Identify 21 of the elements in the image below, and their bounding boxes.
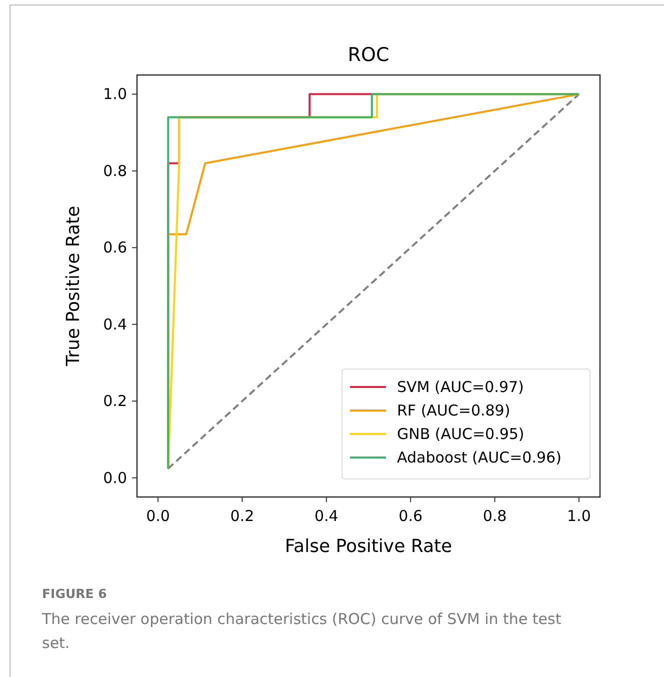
- x-axis-title: False Positive Rate: [284, 536, 452, 557]
- x-tick-label: 0.8: [482, 507, 507, 525]
- x-tick-label: 0.2: [230, 507, 254, 525]
- x-tick-label: 1.0: [567, 507, 591, 525]
- text: The receiver operation characteristics (ROC) curve of SVM in the test set.: [41, 610, 562, 652]
- y-axis-title: True Positive Rate: [63, 206, 84, 368]
- x-tick-label: 0.0: [146, 507, 170, 525]
- chart-title: ROC: [348, 44, 390, 66]
- legend-label: GNB (AUC=0.95): [397, 425, 524, 443]
- legend-label: Adaboost (AUC=0.96): [397, 448, 562, 466]
- legend-label: RF (AUC=0.89): [397, 402, 510, 420]
- x-tick-label: 0.4: [314, 507, 338, 525]
- legend-label: SVM (AUC=0.97): [397, 378, 524, 396]
- y-tick-label: 1.0: [103, 85, 127, 104]
- y-tick-label: 0.6: [103, 238, 127, 257]
- y-tick-label: 0.2: [103, 392, 127, 410]
- y-tick-label: 0.0: [103, 468, 127, 487]
- y-tick-label: 0.4: [103, 315, 127, 334]
- y-tick-label: 0.8: [103, 162, 127, 180]
- caption: FIGURE 6: [42, 586, 108, 601]
- x-tick-label: 0.6: [398, 507, 423, 525]
